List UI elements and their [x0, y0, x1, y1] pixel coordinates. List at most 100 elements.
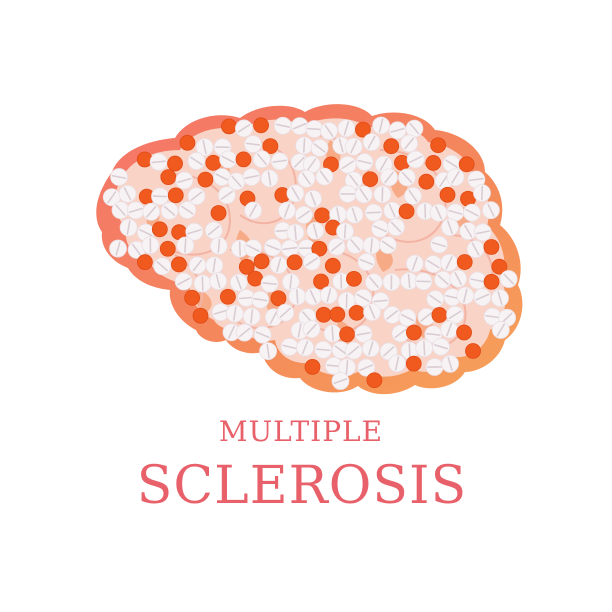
pill-score-line [435, 206, 443, 220]
pill-score-line [368, 305, 376, 319]
orange-pill-icon [192, 307, 209, 324]
pill-score-line [423, 340, 426, 356]
pill-score-line [330, 241, 343, 252]
pill-score-line [429, 294, 442, 304]
pill-score-line [301, 340, 309, 355]
pill-score-line [411, 256, 418, 271]
orange-pill-icon [355, 121, 371, 138]
orange-pill-icon [253, 117, 269, 134]
pill-score-line [447, 220, 453, 235]
pill-score-line [151, 160, 166, 164]
pill-score-line [431, 241, 447, 248]
pill-score-line [394, 328, 407, 339]
pill-score-line [475, 293, 490, 301]
pill-score-line [215, 273, 221, 289]
pill-score-line [107, 191, 117, 204]
pill-score-line [383, 346, 395, 357]
pill-score-line [409, 122, 420, 135]
pill-score-line [381, 240, 395, 250]
pill-score-line [501, 312, 513, 324]
pill-score-line [237, 124, 251, 133]
pill-score-line [177, 177, 192, 184]
orange-pill-icon [425, 155, 442, 171]
orange-pill-icon [262, 138, 279, 155]
pill-score-line [302, 138, 306, 153]
pill-score-line [306, 323, 317, 335]
orange-pill-icon [151, 221, 168, 238]
pill-score-line [266, 244, 280, 251]
orange-pill-icon [171, 256, 187, 273]
pill-score-line [279, 307, 292, 318]
pill-score-line [256, 153, 267, 165]
pill-score-line [297, 323, 302, 338]
orange-pill-icon [167, 155, 183, 172]
pill-score-line [282, 344, 297, 350]
orange-pill-icon [430, 137, 447, 154]
pill-score-line [343, 224, 347, 239]
pill-score-line [433, 344, 449, 350]
orange-pill-icon [439, 186, 456, 203]
pill-score-line [283, 203, 291, 218]
pill-score-line [426, 259, 440, 269]
pill-score-line [181, 205, 194, 215]
pill-score-line [384, 171, 394, 184]
pill-score-line [394, 356, 400, 371]
orange-pill-icon [329, 306, 346, 323]
pill-score-line [139, 229, 153, 237]
pill-score-line [282, 246, 298, 251]
pill-score-line [338, 138, 344, 153]
pill-score-line [302, 311, 313, 323]
orange-pill-icon [167, 187, 184, 204]
pill-score-line [386, 310, 399, 320]
orange-pill-icon [137, 254, 153, 271]
pill-score-line [445, 159, 458, 169]
pill-score-line [470, 278, 485, 283]
orange-pill-icon [456, 324, 472, 341]
pill-score-line [454, 272, 463, 286]
orange-pill-icon [383, 138, 400, 155]
orange-pill-icon [346, 270, 362, 287]
orange-pill-icon [184, 289, 201, 306]
pill-score-line [471, 242, 480, 256]
orange-pill-icon [456, 254, 473, 270]
orange-pill-icon [405, 324, 422, 341]
pill-score-line [469, 177, 484, 182]
pill-score-line [497, 291, 503, 306]
pill-score-line [309, 191, 317, 206]
pill-score-line [496, 323, 505, 337]
pill-score-line [294, 156, 305, 168]
pill-score-line [485, 314, 500, 319]
pill-score-line [356, 293, 370, 302]
pill-score-line [296, 289, 299, 304]
pill-score-line [111, 174, 127, 180]
pill-score-line [445, 294, 460, 300]
pill-score-line [292, 122, 307, 130]
pill-score-line [334, 345, 347, 355]
orange-pill-icon [253, 253, 270, 270]
pill-score-line [400, 313, 415, 322]
orange-pill-icon [418, 173, 435, 190]
pill-score-line [301, 172, 311, 185]
pill-score-line [126, 220, 131, 235]
pill-score-line [368, 276, 379, 289]
pill-score-line [128, 207, 143, 214]
pill-score-line [333, 378, 348, 385]
orange-pill-icon [311, 240, 328, 257]
pill-score-line [420, 312, 433, 322]
pill-score-line [238, 296, 254, 300]
orange-pill-icon [339, 326, 356, 343]
orange-pill-icon [220, 288, 236, 305]
pill-score-line [341, 160, 354, 170]
pill-score-line [190, 191, 203, 201]
pill-score-line [249, 204, 258, 217]
orange-pill-icon [465, 343, 481, 359]
pill-score-line [215, 173, 229, 181]
pill-score-line [253, 297, 268, 302]
pill-score-line [305, 257, 319, 267]
pill-score-line [367, 135, 376, 149]
orange-pill-icon [160, 169, 177, 186]
pill-score-line [368, 341, 374, 356]
pill-score-line [356, 331, 371, 336]
